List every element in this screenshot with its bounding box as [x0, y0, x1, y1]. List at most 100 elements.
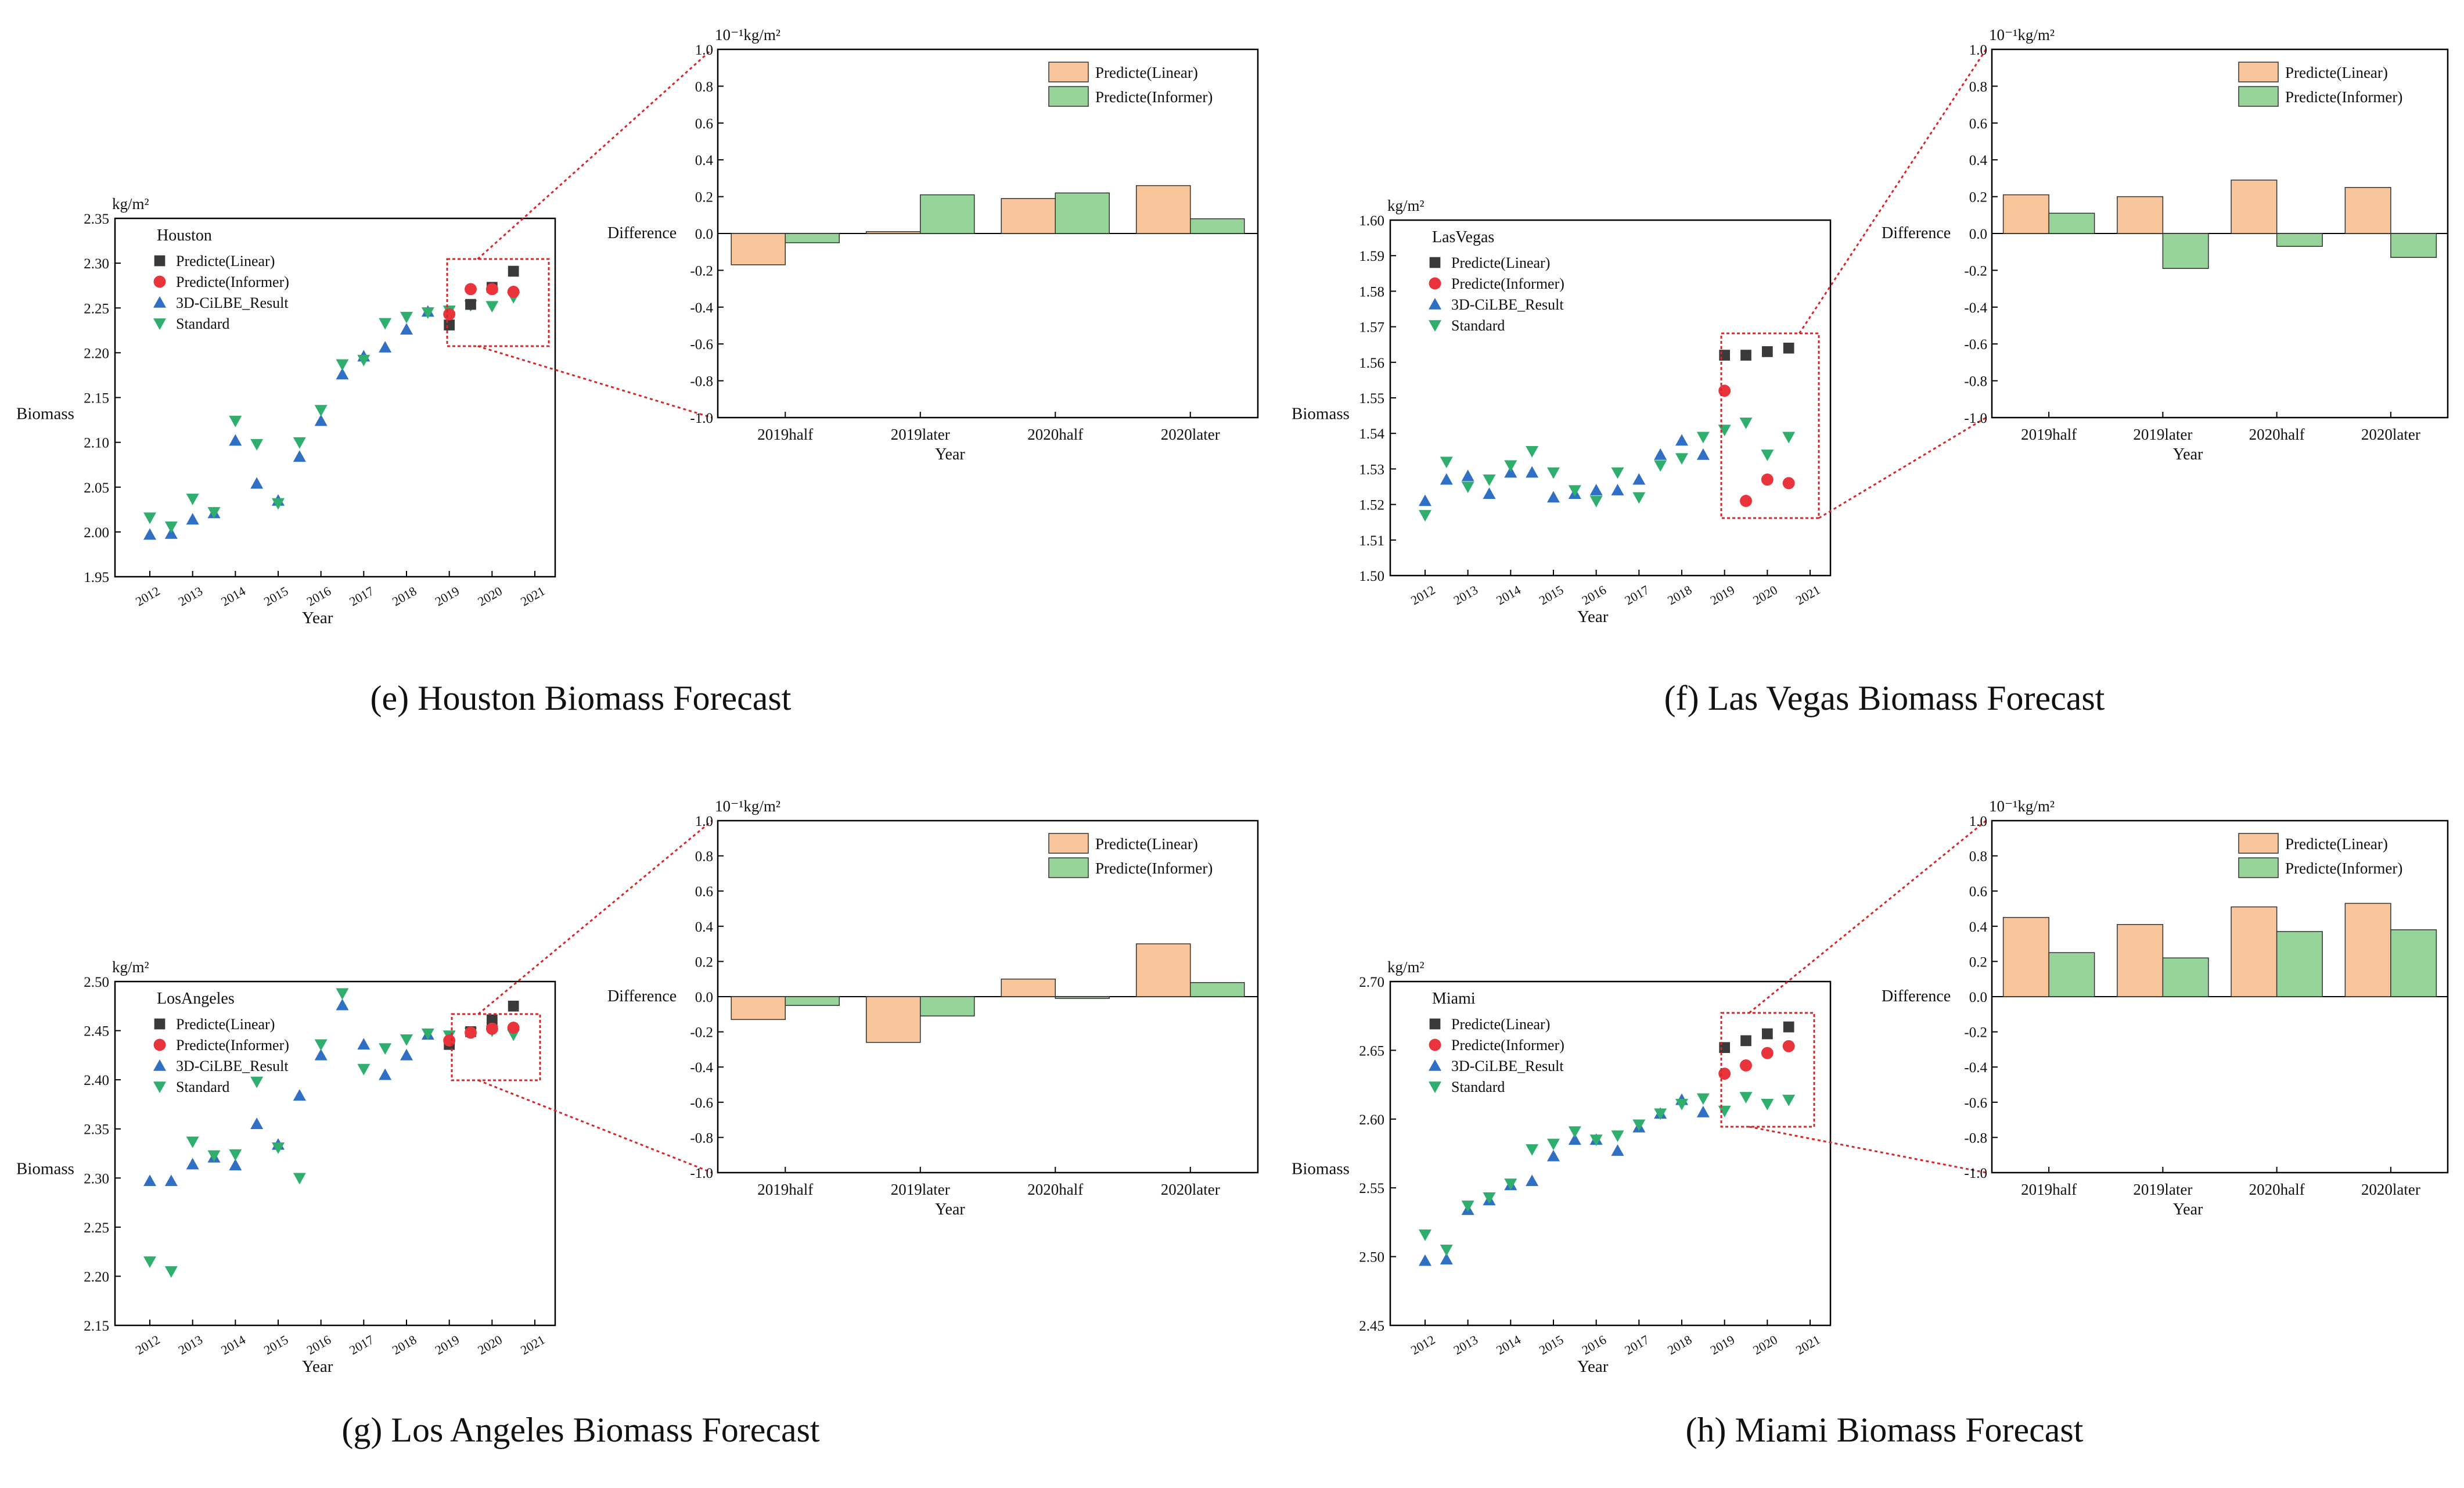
cilbe-point — [293, 1089, 306, 1101]
informer-bar — [1055, 996, 1110, 999]
standard-point — [1461, 481, 1474, 493]
standard-point — [379, 318, 392, 330]
standard-point — [272, 498, 285, 510]
standard-point — [1632, 1119, 1646, 1131]
legend-label: Predicte(Linear) — [1095, 835, 1198, 853]
linear-point — [508, 1000, 519, 1012]
y-tick-label: 1.0 — [695, 814, 713, 829]
bar-unit: 10⁻¹kg/m² — [1989, 26, 2055, 44]
y-tick-label: 0.8 — [695, 79, 713, 95]
y-tick-label: 1.54 — [1359, 426, 1384, 442]
panel-losangeles: (g) Los Angeles Biomass Forecast 2.15 2.20… — [16, 797, 1259, 1449]
informer-bar — [2390, 929, 2437, 997]
legend-marker — [1429, 1059, 1441, 1071]
legend-label: Standard — [176, 1079, 229, 1095]
category-label: 2020later — [2361, 426, 2420, 443]
bar-unit: 10⁻¹kg/m² — [1989, 797, 2055, 815]
informer-point — [1740, 1059, 1752, 1072]
standard-point — [314, 405, 328, 417]
legend-swatch — [1048, 62, 1089, 82]
legend-marker — [1429, 1038, 1441, 1051]
standard-point — [293, 437, 306, 449]
y-tick-label: 0.0 — [695, 990, 713, 1005]
legend-marker — [153, 275, 166, 288]
zoom-connector-top — [477, 820, 713, 1015]
legend-marker — [154, 255, 166, 267]
standard-point — [1504, 460, 1517, 472]
bar-ylabel: Difference — [607, 987, 677, 1005]
scatter-ylabel: Biomass — [1292, 405, 1350, 423]
standard-point — [229, 415, 242, 427]
category-label: 2019later — [2133, 1181, 2192, 1198]
bar-xlabel: Year — [935, 1201, 965, 1219]
standard-point — [1761, 450, 1774, 461]
cilbe-point — [186, 513, 199, 525]
y-tick-label: -0.6 — [690, 1095, 713, 1111]
standard-point — [421, 1028, 434, 1040]
y-tick-label: -0.4 — [1964, 300, 1987, 316]
standard-point — [1654, 460, 1667, 472]
panel-lasvegas: (f) Las Vegas Biomass Forecast1.501.511.… — [1292, 26, 2449, 717]
cilbe-point — [336, 368, 349, 380]
standard-point — [143, 1256, 156, 1268]
y-tick-label: 0.2 — [1969, 190, 1987, 206]
legend-label: Predicte(Linear) — [1095, 64, 1198, 81]
linear-point — [465, 299, 476, 310]
y-tick-label: 1.95 — [84, 570, 109, 585]
legend-marker — [1429, 320, 1441, 332]
standard-point — [164, 1266, 178, 1278]
informer-bar — [1190, 218, 1245, 234]
linear-point — [1761, 1028, 1773, 1040]
standard-point — [336, 988, 349, 1000]
cilbe-point — [379, 1068, 392, 1080]
y-tick-label: 2.55 — [1359, 1181, 1384, 1196]
standard-point — [1611, 1130, 1624, 1142]
cilbe-point — [143, 1174, 156, 1187]
legend-label: Predicte(Informer) — [1451, 275, 1564, 292]
bar-ylabel: Difference — [607, 224, 677, 242]
zoom-callout — [1720, 820, 1987, 1174]
legend-label: Predicte(Linear) — [1451, 254, 1550, 271]
scatter-ylabel: Biomass — [16, 1160, 74, 1178]
scatter-unit: kg/m² — [1387, 197, 1425, 214]
bar-plot: -1.0 -0.8 -0.6 -0.4 -0.2 0.0 0.2 0.4 0.6 0.8 1.0 20… — [1882, 26, 2449, 463]
y-tick-label: 2.30 — [84, 1171, 109, 1187]
cilbe-point — [400, 1048, 413, 1061]
legend-marker — [1429, 1018, 1441, 1030]
cilbe-point — [1526, 1174, 1539, 1187]
cilbe-point — [250, 1117, 264, 1130]
standard-point — [1761, 1098, 1774, 1110]
cilbe-point — [1526, 466, 1539, 478]
bar-unit: 10⁻¹kg/m² — [715, 797, 780, 815]
y-tick-label: -0.2 — [690, 1025, 713, 1041]
standard-point — [1675, 1098, 1688, 1110]
category-label: 2020half — [2249, 1181, 2305, 1198]
cilbe-point — [379, 341, 392, 353]
zoom-box — [1720, 1012, 1815, 1128]
cilbe-point — [1440, 1253, 1453, 1265]
cilbe-point — [1675, 434, 1688, 446]
legend-marker — [1429, 257, 1441, 268]
legend-swatch — [1048, 86, 1089, 107]
bar-ylabel: Difference — [1882, 987, 1951, 1005]
y-tick-label: 2.20 — [84, 346, 109, 361]
informer-point — [1718, 384, 1731, 397]
standard-point — [1739, 1092, 1753, 1104]
y-tick-label: 0.4 — [1969, 153, 1988, 168]
standard-point — [207, 507, 221, 519]
linear-point — [1783, 342, 1794, 354]
informer-point — [485, 283, 498, 296]
standard-point — [314, 1039, 328, 1051]
y-tick-label: 2.25 — [84, 1220, 109, 1236]
standard-point — [1461, 1201, 1474, 1212]
bar-xlabel: Year — [2173, 1201, 2203, 1219]
y-tick-label: 2.35 — [84, 211, 109, 227]
scatter-unit: kg/m² — [1387, 958, 1425, 976]
cilbe-point — [1632, 473, 1646, 485]
y-tick-label: 0.8 — [1969, 79, 1987, 95]
informer-point — [1761, 473, 1774, 486]
cilbe-point — [250, 477, 264, 489]
scatter-plot: 1.952.002.052.102.152.202.252.302.352012… — [16, 195, 556, 627]
standard-point — [400, 311, 413, 324]
cilbe-point — [164, 1174, 178, 1187]
